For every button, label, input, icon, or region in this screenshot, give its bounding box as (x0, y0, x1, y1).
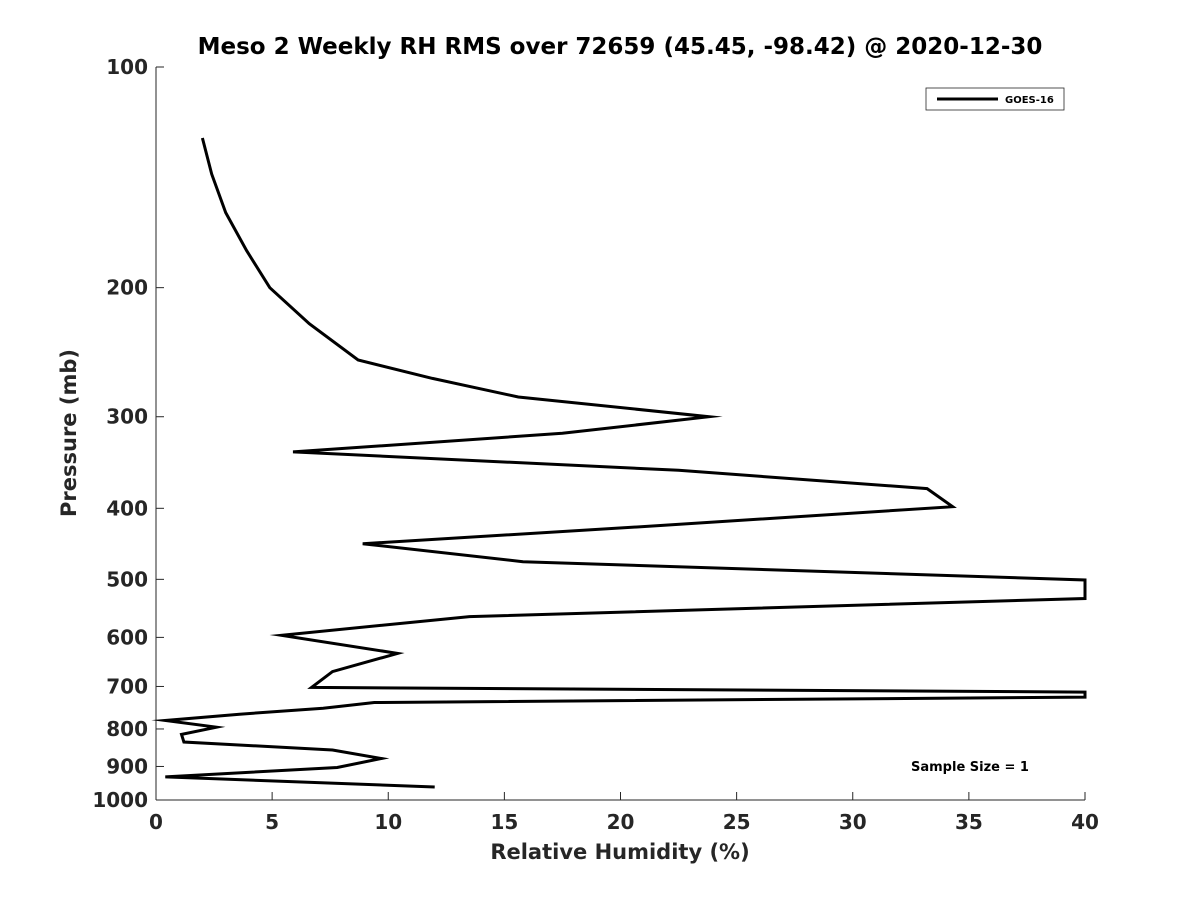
x-tick-label: 15 (490, 810, 518, 834)
y-tick-label: 700 (106, 674, 148, 698)
chart-title: Meso 2 Weekly RH RMS over 72659 (45.45, … (198, 34, 1043, 60)
x-tick-label: 0 (149, 810, 163, 834)
x-tick-label: 10 (374, 810, 402, 834)
y-tick-label: 800 (106, 717, 148, 741)
y-tick-label: 400 (106, 496, 148, 520)
x-axis-ticks: 0 5 10 15 20 25 30 35 40 (149, 792, 1099, 834)
y-tick-label: 100 (106, 55, 148, 79)
x-tick-label: 5 (265, 810, 279, 834)
legend-label: GOES-16 (1005, 95, 1054, 106)
series-line-goes-16 (151, 137, 1087, 789)
x-tick-label: 25 (723, 810, 751, 834)
y-tick-label: 200 (106, 276, 148, 300)
x-axis-title: Relative Humidity (%) (490, 840, 749, 864)
x-tick-label: 35 (955, 810, 983, 834)
x-tick-label: 40 (1071, 810, 1099, 834)
y-tick-label: 600 (106, 625, 148, 649)
sample-size-annotation: Sample Size = 1 (911, 760, 1029, 775)
y-tick-label: 1000 (92, 788, 148, 812)
legend: GOES-16 (925, 87, 1065, 111)
x-tick-label: 20 (607, 810, 635, 834)
y-tick-label: 500 (106, 567, 148, 591)
x-tick-label: 30 (839, 810, 867, 834)
y-axis-ticks: 100 200 300 400 500 600 700 800 900 1000 (92, 55, 164, 812)
y-tick-label: 300 (106, 405, 148, 429)
y-axis-title: Pressure (mb) (57, 349, 81, 517)
y-tick-label: 900 (106, 754, 148, 778)
